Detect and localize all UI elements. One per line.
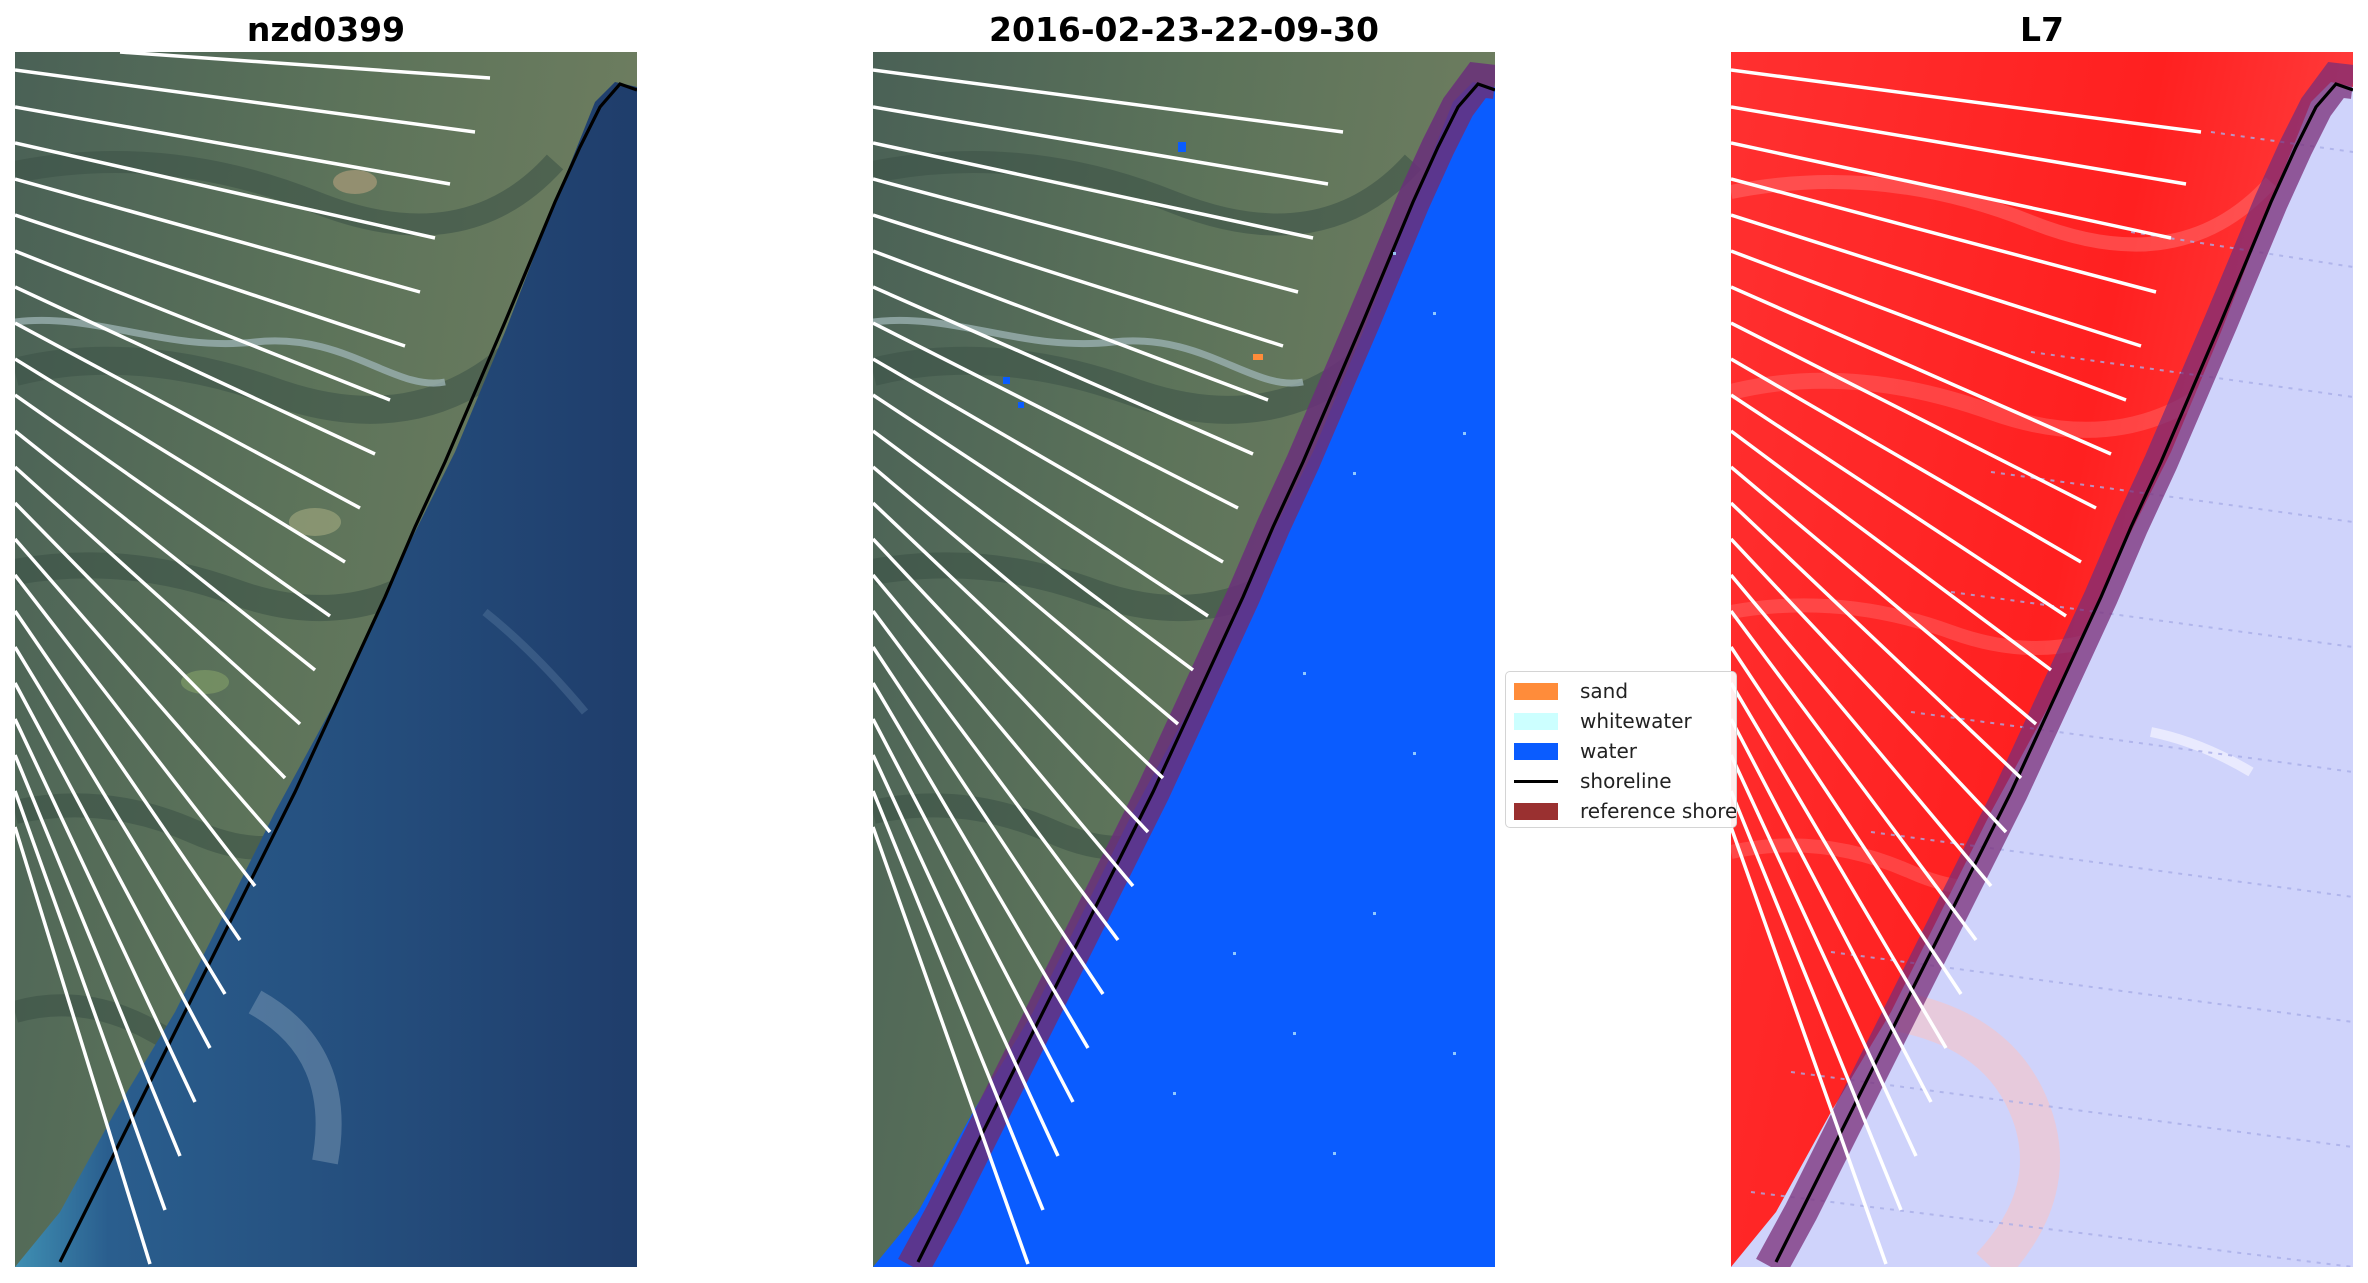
water-pixel [1018,402,1024,408]
legend: sand whitewater water shoreline referenc… [1505,671,1737,828]
legend-swatch-sand [1514,682,1558,700]
legend-label: water [1580,739,1637,763]
shoreline-line [916,82,1495,1263]
legend-swatch-reference-shore [1514,802,1558,820]
legend-label: reference shore [1580,799,1737,823]
legend-item-water: water [1514,736,1736,766]
sea-area [15,82,637,1267]
plume-feature [2150,727,2254,777]
field-patch [333,170,377,194]
shoreline-line [58,82,637,1263]
legend-line-shoreline [1514,779,1558,783]
valley-texture [15,341,525,424]
scan-line-gaps [873,68,1344,1265]
sediment-plume [248,990,342,1165]
legend-label: whitewater [1580,709,1692,733]
water-speckle [1173,252,1466,1155]
river [15,316,446,387]
panel-title-rgb: nzd0399 [246,10,406,49]
legend-item-shoreline: shoreline [1514,766,1736,796]
water-pixel [1178,142,1186,152]
legend-swatch-whitewater [1514,712,1558,730]
classified-image-panel [873,52,1495,1267]
valley-texture [15,552,443,621]
legend-label: shoreline [1580,769,1672,793]
terrain-texture [1731,175,2277,252]
scan-line-gaps [1731,68,2202,1265]
plume-feature [1896,992,2060,1267]
field-patch [289,508,341,536]
panel-title-classified: 2016-02-23-22-09-30 [989,10,1379,49]
panel-title-index: L7 [2020,10,2064,49]
sediment-plume [482,608,589,715]
sand-pixel [1253,354,1263,360]
legend-item-whitewater: whitewater [1514,706,1736,736]
index-water-area [1731,82,2353,1267]
legend-label: sand [1580,679,1629,703]
field-patch [181,670,229,694]
water-pixel [1003,377,1010,384]
scan-line-gaps [15,52,491,1265]
legend-swatch-water [1514,742,1558,760]
legend-item-reference-shore: reference shore [1514,796,1737,826]
shoreline-line [1774,82,2353,1263]
rgb-image-panel [15,52,637,1267]
legend-item-sand: sand [1514,676,1736,706]
water-class-area [873,82,1495,1267]
water-index-panel [1731,52,2353,1267]
